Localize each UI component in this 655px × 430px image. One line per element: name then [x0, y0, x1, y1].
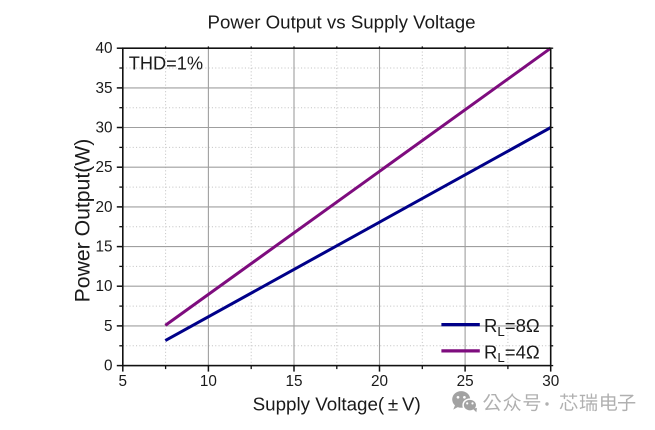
svg-text:25: 25 [457, 373, 474, 390]
svg-text:5: 5 [119, 373, 128, 390]
svg-text:10: 10 [200, 373, 217, 390]
svg-text:20: 20 [371, 373, 388, 390]
svg-text:0: 0 [104, 358, 113, 375]
svg-text:15: 15 [285, 373, 302, 390]
svg-text:THD=1%: THD=1% [129, 54, 203, 74]
svg-text:35: 35 [95, 80, 112, 97]
svg-text:40: 40 [95, 40, 112, 57]
svg-text:RL=8Ω: RL=8Ω [484, 315, 540, 339]
svg-text:10: 10 [95, 278, 112, 295]
svg-text:30: 30 [95, 119, 112, 136]
svg-text:30: 30 [542, 373, 559, 390]
svg-text:25: 25 [95, 159, 112, 176]
svg-text:5: 5 [104, 318, 113, 335]
svg-text:Power Output vs Supply Voltage: Power Output vs Supply Voltage [207, 11, 475, 32]
svg-text:Power Output(W): Power Output(W) [72, 139, 95, 303]
svg-text:Supply Voltage( ± V): Supply Voltage( ± V) [253, 393, 421, 414]
svg-text:15: 15 [95, 239, 112, 256]
svg-text:20: 20 [95, 199, 112, 216]
svg-text:RL=4Ω: RL=4Ω [484, 342, 540, 366]
